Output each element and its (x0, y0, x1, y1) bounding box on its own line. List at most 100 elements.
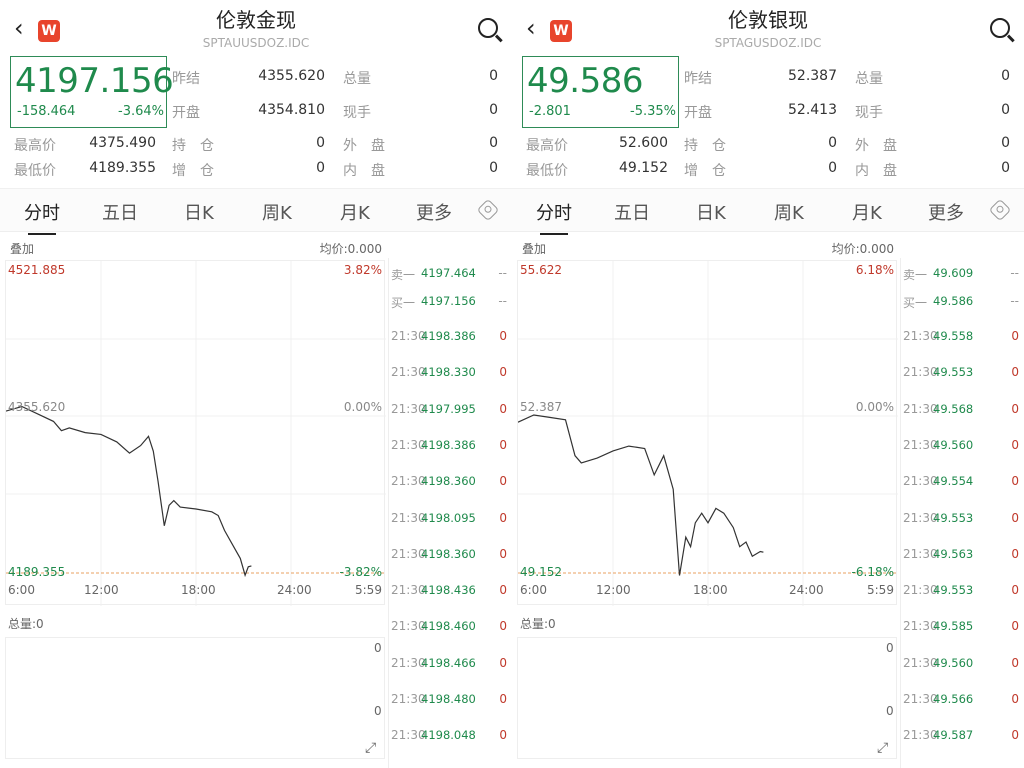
trade-row: 21:30 49.558 0 (903, 329, 1019, 343)
price-change-pct: -3.64% (118, 104, 164, 119)
search-icon[interactable] (990, 18, 1010, 38)
price-change-pct: -5.35% (630, 104, 676, 119)
last-price: 4197.156 (15, 61, 174, 101)
tab-5[interactable]: 更多 (416, 203, 452, 224)
tab-3[interactable]: 周K (262, 203, 292, 224)
trade-list[interactable]: 卖一 4197.464 -- 买一 4197.156 -- 21:30 4198.386 0 21… (388, 258, 512, 768)
y-mid-price: 52.387 (520, 400, 562, 414)
trade-row: 21:30 49.585 0 (903, 619, 1019, 634)
search-icon[interactable] (478, 18, 498, 38)
tab-2[interactable]: 日K (696, 203, 726, 224)
y-low-pct: -3.82% (339, 565, 382, 579)
orderbook-row: 卖一 4197.464 -- (391, 266, 507, 282)
trade-row: 21:30 49.560 0 (903, 437, 1019, 452)
stat-label: 增 仓 (172, 163, 214, 179)
trade-row: 21:30 49.566 0 (903, 692, 1019, 706)
app-logo: W (550, 20, 572, 42)
x-tick: 5:59 (867, 583, 894, 597)
trade-row: 21:30 49.560 0 (903, 655, 1019, 670)
tab-0[interactable]: 分时 (536, 199, 572, 235)
app-logo: W (38, 20, 60, 42)
vol-mid: 0 (374, 704, 382, 718)
y-top-price: 4521.885 (8, 263, 66, 277)
x-tick: 18:00 (181, 583, 216, 597)
stat-label: 现手 (343, 105, 371, 121)
stat-label: 最高价 (14, 138, 56, 154)
trade-row: 21:30 4198.048 0 (391, 728, 507, 743)
stat-label: 最低价 (14, 163, 56, 179)
trade-row: 21:30 49.553 0 (903, 510, 1019, 525)
period-tabs: 分时 五日 日K 周K 月K 更多 (512, 188, 1024, 235)
tab-1[interactable]: 五日 (614, 203, 650, 224)
stat-value: 4189.355 (89, 160, 156, 176)
tab-4[interactable]: 月K (852, 203, 882, 224)
x-tick: 6:00 (8, 583, 35, 597)
price-box: 49.586 -2.801 -5.35% (522, 56, 679, 128)
expand-icon[interactable]: ⤢ (877, 740, 889, 756)
trade-row: 21:30 4198.360 0 (391, 546, 507, 561)
trade-list[interactable]: 卖一 49.609 -- 买一 49.586 -- 21:30 49.558 0 21:30 49.… (900, 258, 1024, 768)
stat-value: 0 (828, 135, 837, 151)
y-top-price: 55.622 (520, 263, 562, 277)
trade-row: 21:30 4198.460 0 (391, 619, 507, 634)
overlay-button[interactable]: 叠加 (10, 242, 35, 256)
price-box: 4197.156 -158.464 -3.64% (10, 56, 174, 128)
tab-3[interactable]: 周K (774, 203, 804, 224)
stat-value: 52.413 (788, 102, 837, 118)
intraday-chart[interactable] (5, 260, 386, 606)
expand-icon[interactable]: ⤢ (365, 740, 377, 756)
y-low-price: 49.152 (520, 565, 562, 579)
trade-row: 21:30 49.568 0 (903, 401, 1019, 416)
x-tick: 12:00 (84, 583, 119, 597)
trade-row: 21:30 49.587 0 (903, 728, 1019, 743)
stat-value: 0 (316, 160, 325, 176)
price-chart-svg (518, 261, 898, 606)
stat-label: 最高价 (526, 138, 568, 154)
settings-icon[interactable] (988, 198, 1012, 222)
orderbook-row: 买一 4197.156 -- (391, 294, 507, 310)
tab-4[interactable]: 月K (340, 203, 370, 224)
stat-label: 开盘 (684, 105, 712, 121)
tab-5[interactable]: 更多 (928, 203, 964, 224)
trade-row: 21:30 4198.386 0 (391, 437, 507, 452)
symbol-code: SPTAUUSDOZ.IDC (202, 36, 310, 50)
stat-label: 内 盘 (855, 163, 897, 179)
back-icon[interactable]: ‹ (14, 14, 24, 42)
stat-value: 4375.490 (89, 135, 156, 151)
stat-value: 49.152 (619, 160, 668, 176)
price-chart-svg (6, 261, 386, 606)
stat-value: 0 (489, 68, 498, 84)
stat-label: 总量 (855, 71, 883, 87)
x-tick: 6:00 (520, 583, 547, 597)
y-low-pct: -6.18% (851, 565, 894, 579)
stat-label: 现手 (855, 105, 883, 121)
trade-row: 21:30 4198.480 0 (391, 692, 507, 706)
trade-row: 21:30 4198.386 0 (391, 329, 507, 343)
stat-value: 0 (1001, 135, 1010, 151)
settings-icon[interactable] (476, 198, 500, 222)
tab-0[interactable]: 分时 (24, 199, 60, 235)
orderbook-row: 卖一 49.609 -- (903, 266, 1019, 282)
trade-row: 21:30 4197.995 0 (391, 401, 507, 416)
y-top-pct: 3.82% (343, 263, 382, 277)
overlay-button[interactable]: 叠加 (522, 242, 547, 256)
back-icon[interactable]: ‹ (526, 14, 536, 42)
tab-2[interactable]: 日K (184, 203, 214, 224)
price-change: -2.801 (529, 104, 571, 119)
stat-value: 0 (1001, 68, 1010, 84)
page-title: 伦敦金现 (216, 8, 296, 32)
vol-top: 0 (886, 641, 894, 655)
trade-row: 21:30 4198.360 0 (391, 474, 507, 489)
price-change: -158.464 (17, 104, 76, 119)
y-mid-price: 4355.620 (8, 400, 66, 414)
trade-row: 21:30 4198.436 0 (391, 583, 507, 598)
stat-label: 昨结 (172, 71, 200, 87)
tab-1[interactable]: 五日 (102, 203, 138, 224)
quote-panel: ‹ W 伦敦金现 SPTAUUSDOZ.IDC 4197.156 -158.46… (0, 0, 512, 768)
y-low-price: 4189.355 (8, 565, 66, 579)
stat-value: 0 (489, 160, 498, 176)
trade-row: 21:30 4198.466 0 (391, 655, 507, 670)
stat-label: 昨结 (684, 71, 712, 87)
stat-value: 4354.810 (258, 102, 325, 118)
intraday-chart[interactable] (517, 260, 898, 606)
